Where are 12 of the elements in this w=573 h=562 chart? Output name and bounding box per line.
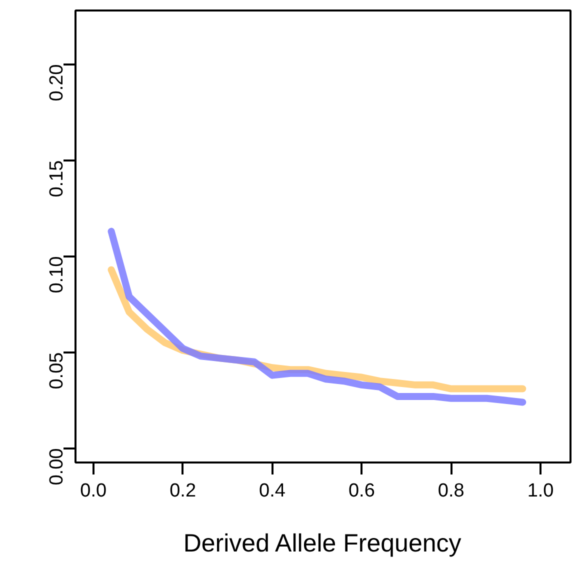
x-tick-label: 0.4	[259, 480, 286, 502]
y-tick-label: 0.20	[46, 64, 68, 102]
x-tick-label: 0.2	[170, 480, 196, 502]
x-axis-title: Derived Allele Frequency	[183, 530, 462, 558]
x-tick-label: 0.8	[438, 480, 464, 502]
x-tick-label: 0.0	[80, 480, 107, 502]
y-tick-label: 0.10	[46, 256, 68, 294]
y-tick-label: 0.15	[46, 160, 68, 198]
x-tick-label: 1.0	[527, 480, 554, 502]
y-tick-label: 0.05	[46, 352, 68, 390]
y-tick-label: 0.00	[46, 448, 68, 486]
x-tick-label: 0.6	[348, 480, 375, 502]
